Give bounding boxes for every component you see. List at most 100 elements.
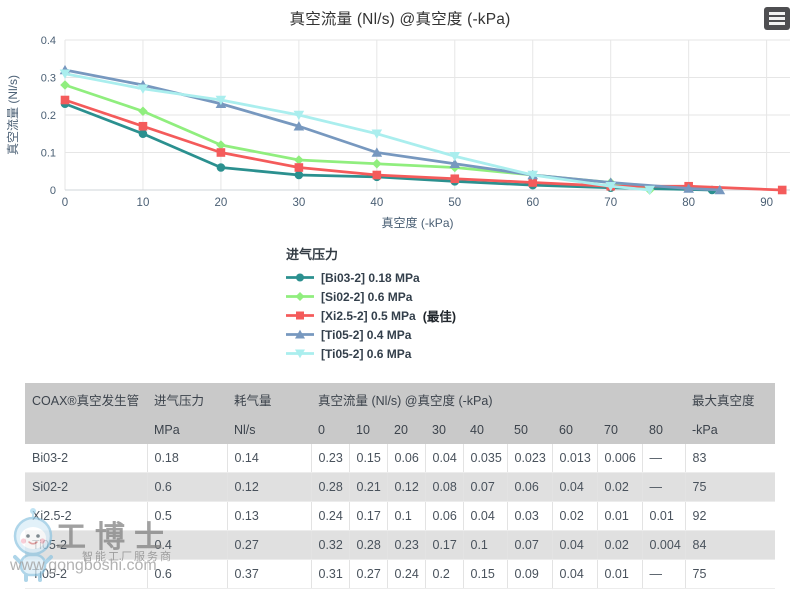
value-cell: 0.04 [552, 530, 598, 560]
triangle-down-marker-icon [286, 349, 314, 359]
value-cell: 84 [685, 530, 776, 560]
value-cell: 0.1 [463, 530, 508, 560]
y-axis-tick-label: 0.4 [41, 35, 56, 47]
value-cell: 75 [685, 472, 776, 502]
table-row: Si02-2 0.6 0.12 0.28 0.21 0.12 0.08 0.07 0.06 0.0… [25, 472, 776, 502]
vacuum-flow-chart[interactable]: 0 0.1 0.2 0.3 0.4 0 10 20 30 40 50 60 70 80 90 真空流量 (Nl… [0, 30, 800, 214]
chart-legend: 进气压力 [Bi03-2] 0.18 MPa [Si02-2] 0.6 MPa [X… [286, 244, 800, 363]
units-vacuum-tick: 20 [387, 416, 425, 444]
x-axis-tick-label: 50 [448, 197, 461, 209]
legend-item[interactable]: [Si02-2] 0.6 MPa [286, 287, 800, 306]
value-cell: 0.04 [425, 444, 464, 473]
generator-name-cell: Ti05-2 [25, 559, 148, 589]
chart-title: 真空流量 (Nl/s) @真空度 (-kPa) [289, 11, 511, 28]
series-[Bi03-2] 0.18 MPa[interactable] [60, 99, 717, 195]
col-header-max-vacuum: 最大真空度 [685, 383, 776, 416]
value-cell: 0.07 [507, 530, 553, 560]
value-cell: 0.023 [507, 444, 553, 473]
value-cell: 0.1 [387, 501, 426, 531]
legend-item-label: [Xi2.5-2] 0.5 MPa [321, 308, 416, 323]
value-cell: 0.5 [147, 501, 228, 531]
x-axis-tick-label: 0 [62, 197, 68, 209]
legend-item[interactable]: [Xi2.5-2] 0.5 MPa (最佳) [286, 306, 800, 325]
x-axis-tick-label: 70 [604, 197, 617, 209]
value-cell: 0.08 [425, 472, 464, 502]
value-cell: 0.07 [463, 472, 508, 502]
y-axis-tick-label: 0.1 [41, 148, 56, 160]
legend-item[interactable]: [Ti05-2] 0.4 MPa [286, 325, 800, 344]
value-cell: 0.2 [425, 559, 464, 589]
legend-item[interactable]: [Ti05-2] 0.6 MPa [286, 344, 800, 363]
value-cell: 0.03 [507, 501, 553, 531]
x-axis-title: 真空度 (-kPa) [381, 216, 454, 230]
generator-name-cell: Xi2.5-2 [25, 501, 148, 531]
units-vacuum-tick: 70 [597, 416, 642, 444]
col-header-flow-group: 真空流量 (Nl/s) @真空度 (-kPa) [311, 383, 686, 416]
units-vacuum-tick: 80 [642, 416, 686, 444]
col-header-generator: COAX®真空发生管 [25, 383, 147, 416]
value-cell: 0.4 [147, 530, 228, 560]
value-cell: 0.02 [597, 472, 643, 502]
value-cell: 0.24 [387, 559, 426, 589]
value-cell: 0.02 [597, 530, 643, 560]
x-axis-tick-label: 40 [370, 197, 383, 209]
value-cell: 0.6 [147, 472, 228, 502]
value-cell: 0.17 [349, 501, 388, 531]
chart-context-menu-button[interactable] [764, 7, 790, 30]
units-consumption: Nl/s [227, 416, 311, 444]
hamburger-menu-icon [769, 22, 785, 25]
value-cell: 0.02 [552, 501, 598, 531]
generator-name-cell: Si02-2 [25, 472, 148, 502]
value-cell: 0.15 [349, 444, 388, 473]
value-cell: 0.04 [463, 501, 508, 531]
units-pressure: MPa [147, 416, 227, 444]
value-cell: 0.01 [597, 559, 643, 589]
col-header-pressure: 进气压力 [147, 383, 227, 416]
diamond-marker-icon [286, 292, 314, 301]
legend-item[interactable]: [Bi03-2] 0.18 MPa [286, 268, 800, 287]
value-cell: 0.04 [552, 559, 598, 589]
series-[Ti05-2] 0.6 MPa[interactable] [59, 69, 655, 196]
y-axis-tick-label: 0.2 [41, 110, 56, 122]
units-empty-cell [25, 416, 147, 444]
legend-item-label: [Bi03-2] 0.18 MPa [321, 270, 420, 285]
x-axis-tick-label: 10 [137, 197, 150, 209]
value-cell: 0.24 [311, 501, 350, 531]
y-axis-tick-label: 0 [50, 185, 56, 197]
generator-name-cell: Ti05-2 [25, 530, 148, 560]
y-axis-tick-label: 0.3 [41, 73, 56, 85]
circle-marker-icon [286, 273, 314, 282]
table-header-row: COAX®真空发生管 进气压力 耗气量 真空流量 (Nl/s) @真空度 (-k… [25, 383, 776, 416]
generator-name-cell: Bi03-2 [25, 444, 148, 473]
value-cell: 0.14 [227, 444, 312, 473]
value-cell: 0.27 [349, 559, 388, 589]
y-axis-title: 真空流量 (Nl/s) [6, 75, 20, 155]
table-row: Ti05-2 0.6 0.37 0.31 0.27 0.24 0.2 0.15 0.09 0.04… [25, 559, 776, 589]
value-cell: — [642, 444, 686, 473]
legend-item-label: [Ti05-2] 0.6 MPa [321, 346, 412, 361]
col-header-consumption: 耗气量 [227, 383, 311, 416]
hamburger-menu-icon [769, 12, 785, 15]
value-cell: 0.23 [387, 530, 426, 560]
value-cell: 0.12 [387, 472, 426, 502]
table-units-row: MPa Nl/s 0 10 20 30 40 50 60 70 80 -kPa [25, 416, 776, 444]
value-cell: 83 [685, 444, 776, 473]
x-axis-tick-label: 60 [526, 197, 539, 209]
value-cell: 0.04 [552, 472, 598, 502]
value-cell: 75 [685, 559, 776, 589]
legend-item-best-badge: (最佳) [422, 310, 457, 324]
legend-item-label: [Ti05-2] 0.4 MPa [321, 327, 412, 342]
legend-item-label: [Si02-2] 0.6 MPa [321, 289, 413, 304]
value-cell: 0.15 [463, 559, 508, 589]
units-vacuum-tick: 0 [311, 416, 349, 444]
value-cell: 0.12 [227, 472, 312, 502]
legend-title: 进气压力 [286, 247, 339, 262]
value-cell: 0.31 [311, 559, 350, 589]
value-cell: 0.28 [349, 530, 388, 560]
value-cell: 0.006 [597, 444, 643, 473]
hamburger-menu-icon [769, 17, 785, 20]
units-vacuum-tick: 50 [507, 416, 552, 444]
value-cell: 0.21 [349, 472, 388, 502]
value-cell: — [642, 559, 686, 589]
x-axis-tick-label: 80 [682, 197, 695, 209]
